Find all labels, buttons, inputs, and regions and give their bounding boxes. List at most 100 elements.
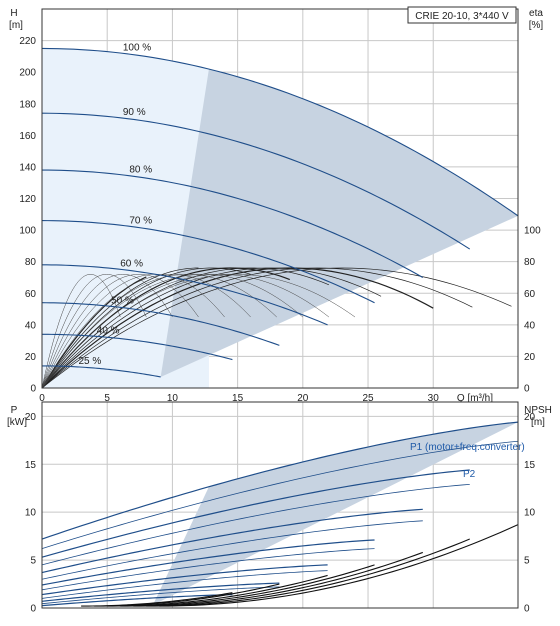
bottom-left-tick-label: 0 — [30, 604, 36, 615]
speed-curve-0 — [41, 47, 519, 217]
bottom-left-ticks: 0 5 10 15 20 — [25, 412, 37, 615]
bottom-right-ticks: 0 5 10 15 20 — [524, 412, 536, 615]
bottom-right-tick-label: 15 — [524, 460, 536, 471]
speed-label: 80 % — [129, 165, 152, 176]
top-left-tick-label: 0 — [30, 384, 36, 395]
power-curve — [41, 582, 280, 602]
bottom-left-axis-unit: [kW] — [7, 417, 27, 428]
efficiency-curve — [41, 274, 356, 389]
title-box — [407, 6, 517, 24]
top-right-axis-name: eta — [529, 8, 543, 19]
top-left-ticks: 0 20 40 60 80 100 120 140 160 180 200 220 — [19, 36, 36, 394]
speed-curve-3 — [41, 220, 375, 304]
title-box-text: CRIE 20-10, 3*440 V — [415, 11, 509, 22]
power-curves — [41, 421, 519, 607]
npsh-curve — [159, 524, 519, 607]
top-x-tick-label: 5 — [104, 393, 110, 404]
top-x-tick-label: 15 — [232, 393, 244, 404]
speed-curve-5 — [41, 302, 280, 346]
top-left-tick-label: 40 — [25, 320, 37, 331]
top-x-tick-label: 0 — [39, 393, 45, 404]
speed-label: 70 % — [129, 215, 152, 226]
power-curve — [41, 564, 328, 596]
bottom-plot-frame — [41, 401, 519, 609]
speed-label: 25 % — [79, 356, 102, 367]
speed-curve-7 — [42, 365, 161, 378]
top-x-tick-label: 20 — [297, 393, 309, 404]
npsh-curve — [81, 592, 233, 607]
bottom-right-tick-label: 5 — [524, 556, 530, 567]
top-x-tick-label: 10 — [167, 393, 179, 404]
speed-label: 50 % — [111, 295, 134, 306]
efficiency-curve — [41, 274, 121, 389]
efficiency-curve — [41, 274, 147, 389]
bottom-left-tick-label: 20 — [25, 412, 37, 423]
top-left-tick-label: 100 — [19, 226, 36, 237]
top-left-tick-label: 160 — [19, 131, 36, 142]
bottom-left-axis-name: P — [11, 405, 18, 416]
power-curve — [41, 484, 470, 566]
top-left-tick-label: 220 — [19, 36, 36, 47]
bottom-left-tick-label: 5 — [30, 556, 36, 567]
top-x-ticks: 0 5 10 15 20 25 30 — [39, 393, 439, 404]
speed-label: 100 % — [123, 42, 151, 53]
top-right-tick-label: 20 — [524, 352, 536, 363]
bottom-right-tick-label: 0 — [524, 604, 530, 615]
power-curve — [41, 440, 519, 549]
top-left-axis-name: H — [10, 8, 17, 19]
efficiency-curve — [41, 267, 251, 389]
power-curve — [41, 570, 328, 599]
speed-curves — [41, 47, 519, 378]
top-left-tick-label: 60 — [25, 289, 37, 300]
power-curve — [41, 548, 375, 591]
efficiency-curve — [41, 267, 512, 389]
speed-label: 90 % — [123, 107, 146, 118]
efficiency-curve — [41, 267, 473, 389]
bottom-left-tick-label: 10 — [25, 508, 37, 519]
bottom-right-tick-label: 20 — [524, 412, 536, 423]
speed-label: 60 % — [120, 258, 143, 269]
top-right-tick-label: 100 — [524, 226, 541, 237]
top-left-tick-label: 20 — [25, 352, 37, 363]
efficiency-curve — [41, 267, 199, 389]
efficiency-curve — [41, 267, 434, 389]
power-curve — [41, 593, 233, 607]
top-right-tick-label: 0 — [524, 384, 530, 395]
npsh-curve — [120, 564, 375, 607]
power-curve — [41, 421, 519, 540]
bottom-right-axis-unit: [m] — [531, 417, 545, 428]
top-x-tick-label: 25 — [362, 393, 374, 404]
power-curve — [41, 586, 280, 605]
bottom-operating-region — [152, 422, 518, 606]
speed-curve-4 — [41, 264, 328, 326]
top-left-tick-label: 180 — [19, 99, 36, 110]
top-operating-region — [160, 69, 519, 377]
top-right-tick-label: 60 — [524, 289, 536, 300]
top-left-tick-label: 200 — [19, 68, 36, 79]
npsh-curves — [81, 524, 519, 607]
p1-series-label: P1 (motor+freq.converter) — [410, 442, 525, 453]
speed-curve-6 — [41, 333, 233, 361]
top-right-ticks: 0 20 40 60 80 100 — [524, 226, 541, 395]
bottom-right-tick-label: 10 — [524, 508, 536, 519]
power-curve — [41, 520, 423, 580]
top-left-tick-label: 120 — [19, 194, 36, 205]
top-x-axis-title: Q [m³/h] — [457, 393, 493, 404]
top-left-tick-label: 80 — [25, 257, 37, 268]
speed-curve-2 — [41, 169, 424, 278]
p2-series-label: P2 — [463, 469, 476, 480]
bottom-left-tick-label: 15 — [25, 460, 37, 471]
top-right-axis-unit: [%] — [529, 20, 544, 31]
top-x-tick-label: 30 — [428, 393, 440, 404]
top-right-tick-label: 80 — [524, 257, 536, 268]
power-curve — [41, 469, 470, 558]
speed-curve-1 — [41, 112, 471, 250]
power-curve — [41, 508, 423, 574]
efficiency-curve — [41, 274, 330, 389]
npsh-curve — [133, 551, 423, 607]
top-right-tick-label: 40 — [524, 320, 536, 331]
npsh-curve — [107, 574, 328, 607]
power-curve — [41, 539, 375, 586]
